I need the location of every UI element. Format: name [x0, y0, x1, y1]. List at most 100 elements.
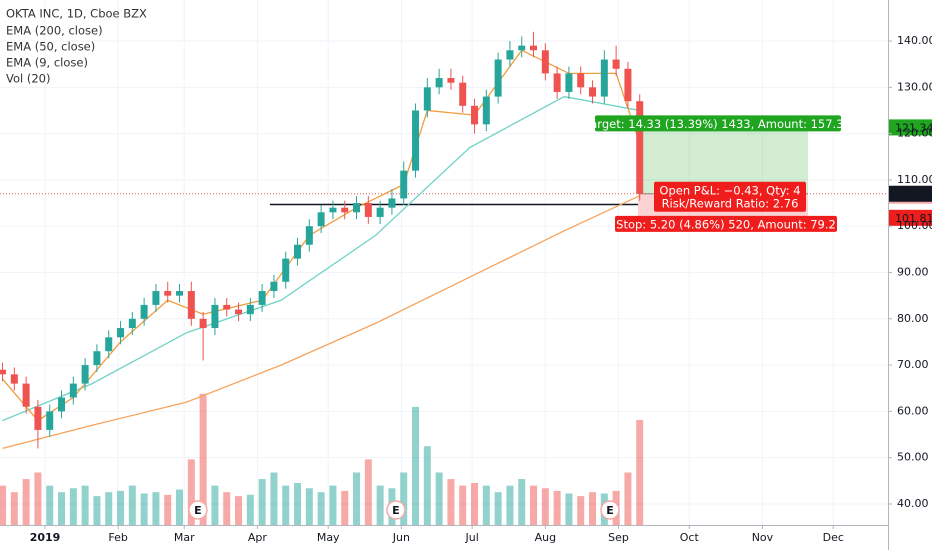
candle-body — [128, 318, 136, 329]
position-label-box — [615, 215, 837, 232]
volume-bar — [10, 492, 18, 525]
legend-entry: EMA (9, close) — [6, 56, 88, 70]
volume-bar — [530, 485, 538, 525]
volume-bar — [329, 485, 337, 525]
x-tick-label: Aug — [535, 531, 556, 544]
candle-body — [482, 96, 490, 125]
candle-body — [518, 45, 526, 51]
volume-bar — [211, 485, 219, 525]
volume-bar — [235, 496, 243, 525]
y-tick-label: 110.00 — [897, 173, 932, 186]
y-tick-label: 120.00 — [897, 127, 932, 140]
candle-body — [589, 87, 597, 97]
candle-body — [105, 337, 113, 352]
candle-body — [636, 101, 644, 194]
y-tick-label: 100.00 — [897, 219, 932, 232]
volume-bar — [518, 479, 526, 525]
volume-bar — [282, 485, 290, 525]
volume-bar — [482, 485, 490, 525]
x-tick-label: Sep — [608, 531, 629, 544]
candle-body — [600, 59, 608, 97]
candle-body — [294, 244, 302, 259]
candle-layer — [0, 31, 644, 449]
volume-bar — [22, 479, 30, 525]
candle-body — [577, 73, 585, 88]
volume-bar — [176, 489, 184, 525]
candle-body — [46, 411, 54, 430]
y-tick-label: 40.00 — [897, 497, 929, 510]
earnings-marker — [386, 500, 406, 520]
volume-bar — [69, 488, 77, 525]
candle-body — [612, 59, 620, 69]
volume-bar — [223, 492, 231, 525]
x-tick-label: Oct — [680, 531, 700, 544]
candle-body — [400, 170, 408, 199]
price-label: 107.01 — [895, 188, 932, 201]
volume-bar — [187, 459, 195, 525]
y-tick-label: 60.00 — [897, 404, 929, 417]
volume-bar — [0, 485, 7, 525]
y-tick-label: 80.00 — [897, 312, 929, 325]
volume-bar — [577, 496, 585, 525]
candle-body — [34, 406, 42, 430]
y-tick-label: 130.00 — [897, 80, 932, 93]
volume-bar — [565, 493, 573, 525]
candle-body — [152, 291, 160, 305]
candle-body — [341, 207, 349, 213]
candle-body — [81, 365, 89, 384]
legend-entry: Vol (20) — [6, 72, 50, 86]
candle-body — [176, 291, 184, 296]
earnings-marker — [188, 500, 208, 520]
candle-body — [199, 318, 207, 329]
axes: 40.00 50.00 60.00 70.00 80.00 90.00 100.00 110.… — [30, 34, 932, 544]
volume-layer — [0, 393, 644, 525]
price-label-box — [889, 119, 932, 136]
legend-entry: EMA (200, close) — [6, 24, 103, 38]
volume-bar — [105, 492, 113, 525]
position-label: Stop: 5.20 (4.86%) 520, Amount: 79.2 — [616, 217, 836, 231]
volume-bar — [624, 472, 632, 525]
candle-body — [376, 207, 384, 217]
volume-bar — [423, 446, 431, 525]
candle-body — [69, 383, 77, 398]
volume-bar — [636, 420, 644, 525]
x-tick-label: Apr — [248, 531, 268, 544]
volume-bar — [447, 479, 455, 525]
volume-bar — [128, 485, 136, 525]
earnings-marker — [600, 500, 620, 520]
volume-bar — [459, 485, 467, 525]
volume-bar — [589, 492, 597, 525]
candle-body — [22, 383, 30, 407]
candle-body — [305, 226, 313, 245]
candle-body — [471, 105, 479, 125]
candle-body — [140, 304, 148, 319]
volume-bar — [506, 485, 514, 525]
volume-bar — [494, 492, 502, 525]
candle-body — [565, 73, 573, 92]
volume-bar — [353, 472, 361, 525]
chart-title: OKTA INC, 1D, Cboe BZX — [6, 7, 147, 21]
volume-bar — [364, 459, 372, 525]
volume-bar — [400, 472, 408, 525]
volume-bar — [553, 490, 561, 525]
volume-bar — [93, 496, 101, 525]
price-label-box — [889, 209, 932, 226]
volume-bar — [270, 472, 278, 525]
candle-body — [530, 45, 538, 51]
volume-bar — [317, 492, 325, 525]
candle-body — [541, 50, 549, 74]
candle-body — [0, 369, 7, 375]
candle-body — [58, 397, 66, 412]
volume-bar — [435, 472, 443, 525]
candle-body — [10, 374, 18, 384]
volume-bar — [199, 393, 207, 525]
volume-bar — [140, 493, 148, 525]
volume-bar — [34, 472, 42, 525]
volume-bar — [46, 485, 54, 525]
candle-body — [506, 50, 514, 60]
grid — [0, 0, 888, 525]
y-tick-label: 90.00 — [897, 266, 929, 279]
candle-body — [246, 304, 254, 315]
candle-body — [494, 59, 502, 97]
